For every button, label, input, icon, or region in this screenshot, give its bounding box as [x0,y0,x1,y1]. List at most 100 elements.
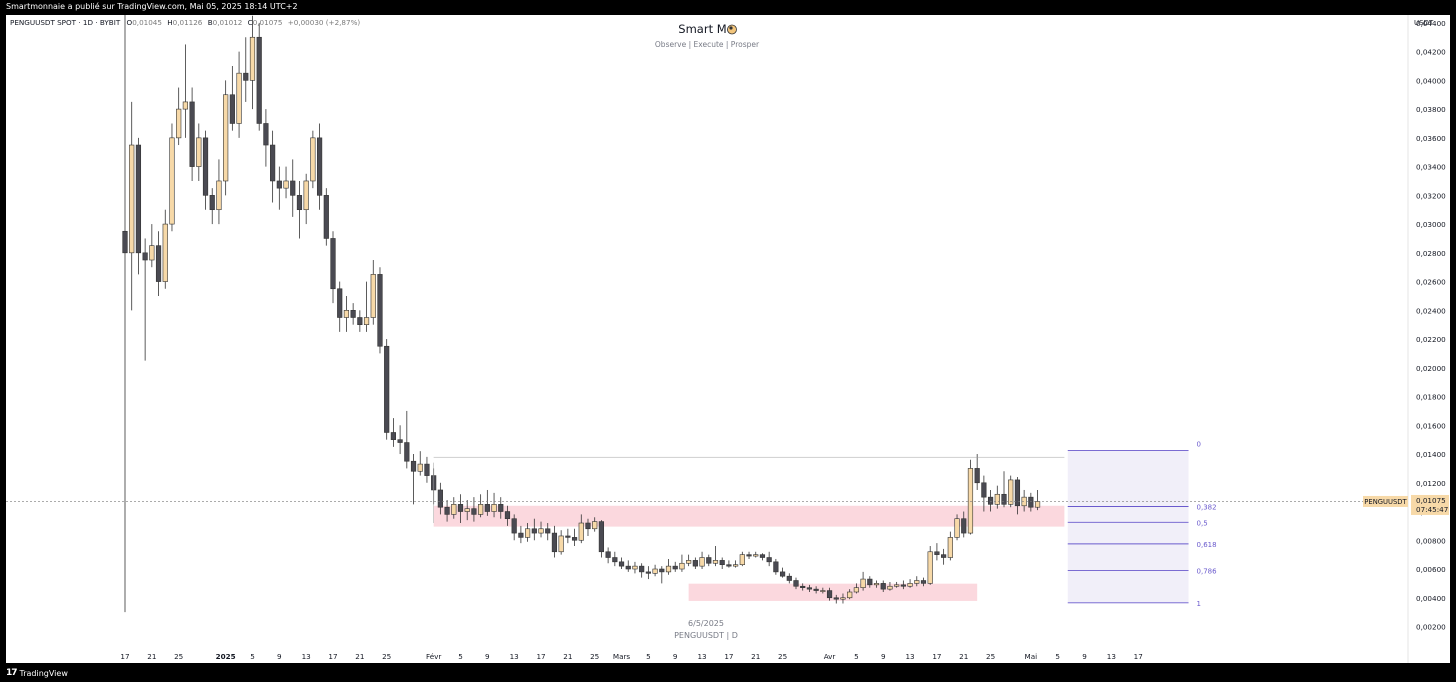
candle [323,188,329,246]
candle-body-down [900,584,906,587]
time-tick-label: Avr [824,652,836,661]
candle [149,224,155,268]
candle [659,566,665,584]
candle [806,584,813,593]
candle-body-up [538,528,544,534]
candle [840,593,846,604]
candle-body-down [545,528,551,534]
candle [189,87,195,181]
candle [645,566,651,580]
time-tick-label: 17 [1134,652,1143,661]
candle [565,528,571,544]
price-tick-label: 0,02200 [1416,335,1446,344]
candle [652,564,658,577]
time-axis[interactable]: 17 21 25 2025 5 9 13 17 21 25 Févr 5 9 13 17 21 25 Mars 5 9… [120,652,1142,661]
candle [176,87,182,146]
candle-body-down [806,587,813,590]
candle-body-up [558,535,564,553]
time-tick-label: Févr [426,652,441,661]
candle [122,0,128,613]
candle-body-down [155,245,162,282]
candle [665,558,672,575]
candle [551,525,558,558]
candle [894,581,900,588]
candle [941,548,947,565]
candle-body-down [605,551,611,558]
candle-body-down [270,144,276,182]
price-tick-label: 0,02000 [1416,364,1446,373]
chart-area[interactable]: 0 0,382 0,5 0,618 0,786 1 0,04400 0,04200 0,040… [6,0,1450,663]
candle-body-up [712,560,719,564]
candle-body-up [753,554,759,557]
candle-body-down [202,137,209,196]
fibonacci-retracement[interactable]: 0 0,382 0,5 0,618 0,786 1 [1067,440,1217,608]
candle [558,530,564,555]
resistance-zone [433,505,1065,527]
time-tick-label: 5 [854,652,859,661]
time-tick-label: Mai [1025,652,1038,661]
legend-low: 0,01012 [213,18,243,27]
candle [1034,489,1041,511]
brand-bar: 17 TradingView [0,663,1456,682]
time-tick-label: 2025 [216,652,236,661]
candle [612,551,618,567]
candle-body-down [384,345,390,433]
candle-body-up [967,468,974,534]
candle [726,560,732,568]
price-tick-label: 0,01600 [1416,421,1446,430]
candle [994,485,1000,509]
candle [672,561,678,572]
candle-body-down [1001,493,1007,505]
time-tick-label: 21 [563,652,572,661]
candle-body-down [659,568,665,573]
candle-body-down [759,554,766,558]
candle-body-down [337,288,343,318]
candle [484,489,490,516]
candle [223,80,229,196]
candle-body-up [417,463,423,472]
candle-body-down [779,571,786,577]
fib-level-label: 0,618 [1197,541,1217,549]
avatar-icon [727,24,737,35]
candle-body-up [478,504,484,515]
support-zone [688,583,978,601]
candle [880,580,886,593]
candle [236,51,242,138]
candle [833,594,839,604]
candle-body-down [316,137,323,196]
candle-body-down [243,72,249,81]
candle-body-up [370,274,376,318]
candlestick-chart[interactable]: 0 0,382 0,5 0,618 0,786 1 0,04400 0,04200 0,040… [6,0,1450,663]
candle-body-down [263,123,269,146]
candle [390,418,397,447]
time-tick-label: 9 [277,652,282,661]
time-tick-label: 17 [120,652,129,661]
candle-body-down [920,580,927,584]
header-title: Smart Mo [678,22,733,36]
candle [524,523,531,542]
price-axis[interactable]: 0,04400 0,04200 0,04000 0,03800 0,03600 0,034… [1363,19,1449,632]
candle-body-up [451,504,457,515]
time-tick-label: 13 [697,652,706,661]
time-tick-label: 21 [147,652,156,661]
zones-layer [433,505,1065,601]
candle-body-up [216,180,222,211]
candle-body-down [290,180,296,196]
candle-body-down [377,274,383,347]
candle [605,547,611,564]
candle [1028,492,1034,512]
candle [135,137,142,275]
candle [632,561,638,574]
candle-body-down [484,504,490,512]
candle [256,22,262,131]
candle [967,459,974,535]
candle-body-up [686,560,692,564]
candle [887,581,893,591]
publisher-bar: Smartmonnaie a publié sur TradingView.co… [0,0,1456,15]
candle [753,551,759,558]
time-tick-label: 13 [1107,652,1116,661]
candle-body-down [323,195,329,239]
candle [813,586,819,594]
tradingview-logo-icon: 17 [6,668,17,678]
last-price-value: 0,01075 [1416,496,1446,505]
